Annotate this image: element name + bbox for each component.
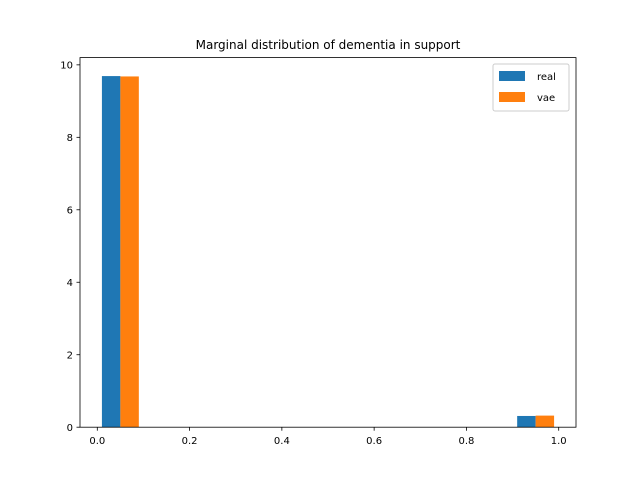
x-tick-label: 0.8	[458, 436, 474, 447]
legend-label-real: real	[537, 72, 556, 83]
x-axis-ticks: 0.0 0.2 0.4 0.6 0.8 1.0	[89, 427, 567, 447]
y-tick-label: 6	[67, 205, 73, 216]
y-tick-label: 0	[67, 423, 73, 434]
legend: real vae	[492, 63, 570, 112]
bars-layer	[101, 76, 555, 428]
x-tick-label: 0.0	[89, 436, 105, 447]
x-tick-label: 0.4	[274, 436, 290, 447]
bar-real-bin-9	[517, 415, 536, 428]
y-tick-label: 4	[67, 278, 73, 289]
chart-title: Marginal distribution of dementia in sup…	[196, 38, 461, 52]
y-tick-label: 10	[60, 60, 73, 71]
y-tick-label: 2	[67, 350, 73, 361]
x-tick-label: 0.2	[182, 436, 198, 447]
bar-real-bin-0	[101, 76, 121, 428]
legend-swatch-vae	[499, 92, 525, 102]
bar-vae-bin-9	[535, 415, 555, 428]
legend-label-vae: vae	[537, 93, 555, 104]
legend-swatch-real	[499, 71, 525, 81]
y-tick-label: 8	[67, 133, 73, 144]
x-tick-label: 1.0	[551, 436, 567, 447]
x-tick-label: 0.6	[366, 436, 382, 447]
y-axis-ticks: 0 2 4 6 8 10	[60, 60, 80, 434]
plot-frame	[79, 57, 577, 428]
bar-vae-bin-0	[120, 76, 139, 428]
